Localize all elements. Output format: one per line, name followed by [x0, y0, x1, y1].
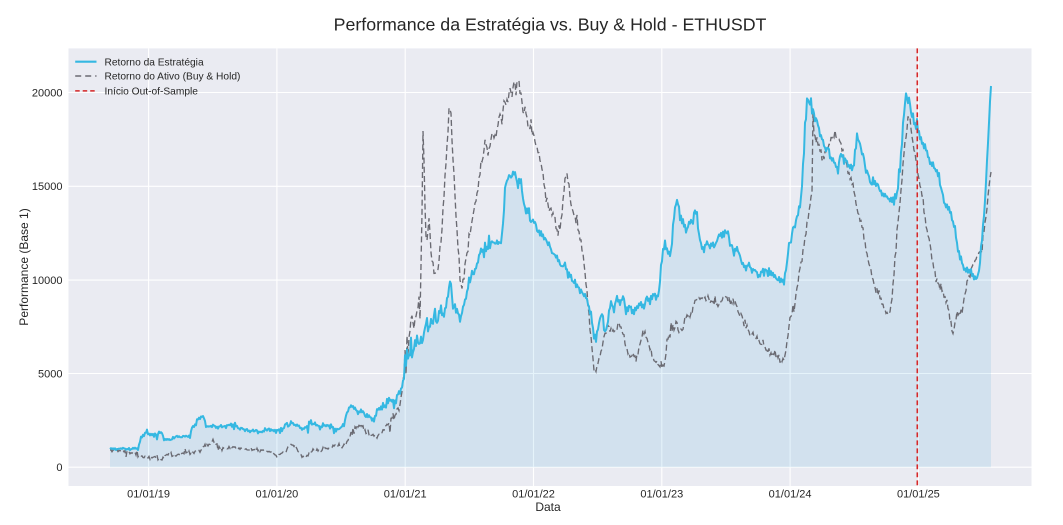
svg-text:10000: 10000	[32, 275, 63, 287]
svg-text:01/01/20: 01/01/20	[255, 489, 298, 501]
svg-text:Data: Data	[535, 500, 561, 514]
svg-text:Performance (Base 1): Performance (Base 1)	[17, 208, 31, 325]
svg-text:15000: 15000	[32, 181, 63, 193]
svg-text:Performance da Estratégia vs.: Performance da Estratégia vs. Buy & Hold…	[334, 15, 767, 35]
svg-text:01/01/25: 01/01/25	[897, 489, 940, 501]
svg-text:01/01/22: 01/01/22	[512, 489, 555, 501]
svg-text:Início Out-of-Sample: Início Out-of-Sample	[105, 87, 199, 98]
svg-text:Retorno da Estratégia: Retorno da Estratégia	[105, 57, 204, 68]
svg-text:01/01/24: 01/01/24	[769, 489, 812, 501]
svg-text:01/01/23: 01/01/23	[640, 489, 683, 501]
svg-text:01/01/21: 01/01/21	[384, 489, 427, 501]
svg-text:Retorno do Ativo (Buy & Hold): Retorno do Ativo (Buy & Hold)	[105, 72, 241, 83]
svg-text:5000: 5000	[38, 368, 62, 380]
svg-text:01/01/19: 01/01/19	[127, 489, 170, 501]
svg-text:20000: 20000	[32, 87, 63, 99]
svg-text:0: 0	[56, 462, 62, 474]
